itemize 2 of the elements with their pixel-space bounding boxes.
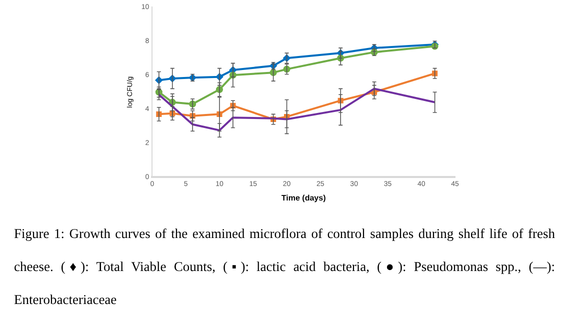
x-axis-title: Time (days) bbox=[281, 193, 326, 202]
text: Figure 1: Growth curves of the examined microflora of control samples during shelf life of fresh cheese. (♦): Total Viable Counts, (▪): lactic acid bacteria, (●): Pseudomonas spp., (—): Enterobacteriaceae bbox=[14, 226, 555, 307]
